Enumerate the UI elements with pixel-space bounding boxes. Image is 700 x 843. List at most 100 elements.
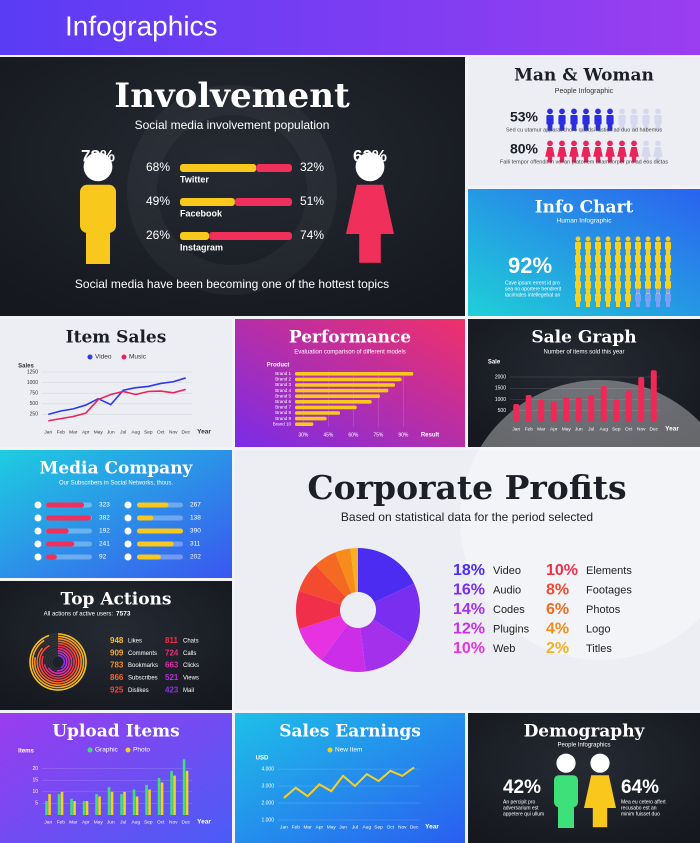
donut-segment <box>299 564 346 605</box>
icon-head <box>645 275 651 281</box>
icon-body <box>615 280 621 289</box>
bar <box>145 784 148 815</box>
x-tick-label: Jan <box>44 429 52 435</box>
legend-swatch <box>125 747 131 753</box>
icon-legs <box>619 156 625 163</box>
icon-body <box>655 254 661 263</box>
x-tick-label: Apr <box>82 429 90 435</box>
ring-arc <box>47 650 70 674</box>
x-axis-label: Year <box>425 824 439 831</box>
icon-head <box>655 275 661 281</box>
bar <box>148 789 151 815</box>
row-name: Instagram <box>180 242 223 252</box>
bar <box>160 782 164 815</box>
y-tick-label: 1500 <box>495 386 506 392</box>
icon-head <box>615 275 621 281</box>
bar <box>46 502 85 508</box>
person-icon <box>606 108 614 131</box>
legend-value: 16% <box>453 582 485 599</box>
x-tick-label: Aug <box>131 429 140 435</box>
action-name: Comments <box>128 651 157 657</box>
panel-bg <box>235 713 465 843</box>
bar-label: 32% <box>300 160 324 174</box>
icon-body <box>582 114 590 125</box>
icon-body <box>625 293 631 302</box>
icon-head <box>547 108 553 115</box>
x-tick-label: Feb <box>525 426 534 432</box>
icon-legs <box>607 156 613 163</box>
x-tick-label: Jan <box>280 824 288 830</box>
icon-head <box>571 108 577 115</box>
bar-value: 390 <box>190 528 201 535</box>
ring-arc <box>57 654 66 669</box>
icon-head <box>643 140 649 147</box>
legend-label: Photos <box>586 604 621 616</box>
x-tick-label: Nov <box>637 426 646 432</box>
person-icon <box>595 288 601 307</box>
y-tick-label: Brand 10 <box>273 421 292 426</box>
action-name: Mail <box>183 688 194 694</box>
line <box>48 377 186 416</box>
y-tick-label: 15 <box>32 778 38 784</box>
bar-value: 192 <box>99 528 110 535</box>
x-tick-label: May <box>94 819 104 825</box>
icon-body <box>654 114 662 125</box>
icon-legs <box>595 123 601 131</box>
x-tick-label: 60% <box>348 432 359 438</box>
bar <box>57 794 61 815</box>
icon-body <box>615 241 621 250</box>
x-axis-label: Year <box>665 426 679 433</box>
x-axis-label: Year <box>197 429 211 436</box>
x-tick-label: Feb <box>292 824 301 830</box>
info-text: tacimates intellegebat an <box>505 292 561 298</box>
legend-label: Codes <box>493 604 525 616</box>
bar-track <box>46 554 92 560</box>
person-icon <box>617 140 627 163</box>
bar-value: 323 <box>99 502 110 509</box>
person-icon <box>654 108 662 131</box>
x-tick-label: Dec <box>649 426 658 432</box>
icon-body <box>665 267 671 276</box>
icon-body <box>645 280 651 289</box>
bar <box>550 401 557 422</box>
icon-legs <box>559 123 565 131</box>
legend-label: Logo <box>586 623 610 635</box>
icon-legs <box>558 804 574 828</box>
bar-value: 138 <box>190 515 201 522</box>
panel-title: Media Company <box>40 459 194 479</box>
x-tick-label: Oct <box>625 426 633 432</box>
bar <box>95 794 98 815</box>
x-tick-label: Nov <box>169 819 178 825</box>
y-axis-label: Sales <box>18 364 34 370</box>
person-icon <box>605 288 611 307</box>
total-value: 7573 <box>116 611 131 618</box>
legend-value: 10% <box>453 640 485 657</box>
y-tick-label: 500 <box>498 408 507 414</box>
icon-head <box>575 288 581 294</box>
icon-legs <box>643 123 649 131</box>
decor <box>127 85 337 295</box>
bar <box>638 377 645 422</box>
person-icon <box>593 140 603 163</box>
x-tick-label: Aug <box>362 824 371 830</box>
icon-body <box>575 254 581 263</box>
network-icon <box>34 501 42 509</box>
page-title: Infographics <box>65 10 218 41</box>
icon-body <box>645 267 651 276</box>
x-tick-label: 75% <box>373 432 384 438</box>
person-icon <box>346 152 394 263</box>
y-tick-label: 2.000 <box>261 800 274 806</box>
icon-legs <box>616 301 620 307</box>
bar <box>123 791 126 815</box>
legend-label: Audio <box>493 584 521 596</box>
icon-body <box>593 146 603 157</box>
bar <box>48 794 51 815</box>
icon-head <box>625 262 631 268</box>
icon-head <box>605 262 611 268</box>
x-tick-label: Jul <box>120 429 126 435</box>
icon-head <box>559 140 565 147</box>
person-icon <box>585 288 591 307</box>
icon-legs <box>656 301 660 307</box>
panel-bg <box>0 713 232 843</box>
icon-head <box>619 140 625 147</box>
